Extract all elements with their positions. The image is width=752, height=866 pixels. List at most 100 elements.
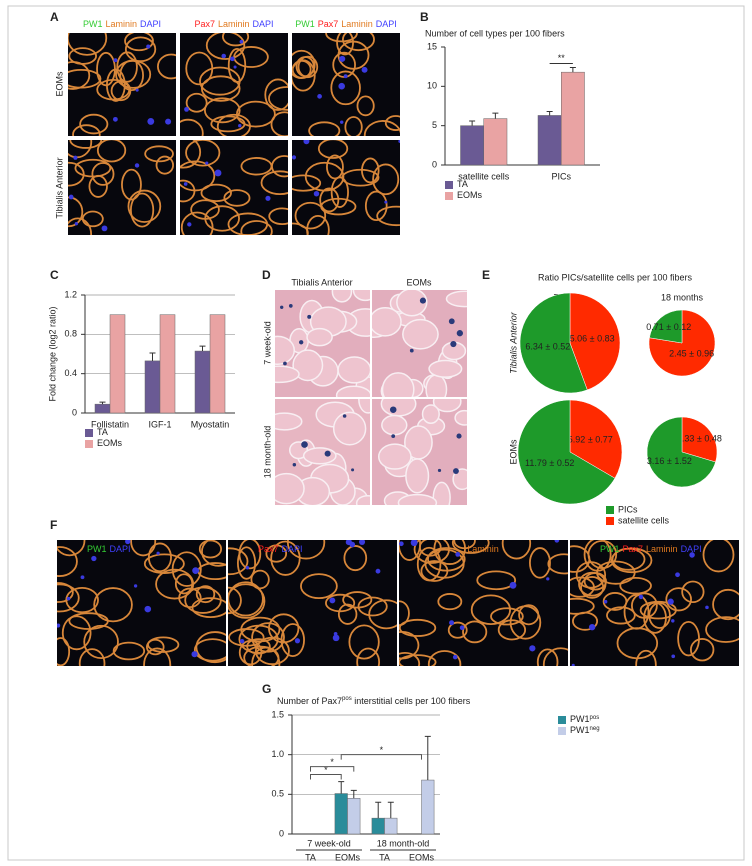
fiber-outline bbox=[205, 33, 246, 60]
significance-bracket bbox=[310, 774, 342, 780]
nucleus bbox=[301, 441, 308, 448]
fiber-outline bbox=[421, 404, 440, 424]
micrograph bbox=[275, 290, 370, 397]
nucleus bbox=[66, 596, 71, 601]
fiber-outline bbox=[203, 97, 241, 124]
fiber-outline bbox=[396, 290, 428, 317]
nucleus bbox=[450, 340, 457, 348]
fiber-outline bbox=[57, 582, 74, 603]
nucleus bbox=[205, 161, 209, 165]
legend-name: PW1 bbox=[570, 725, 590, 735]
fiber-outline bbox=[236, 546, 257, 580]
legend-label: PW1neg bbox=[570, 725, 600, 735]
bar bbox=[483, 118, 508, 166]
nucleus bbox=[437, 468, 442, 473]
fiber-outline bbox=[490, 607, 524, 626]
channel-name: Laminin bbox=[341, 19, 373, 29]
fiber-outline bbox=[437, 593, 463, 611]
pie-slice bbox=[649, 309, 683, 344]
nucleus bbox=[342, 414, 347, 418]
nucleus bbox=[187, 222, 192, 227]
pie-value-label: 6.34 ± 0.52 bbox=[525, 341, 570, 351]
y-tick-label: 0.5 bbox=[271, 789, 284, 799]
fiber-outline bbox=[228, 547, 249, 576]
fiber-outline bbox=[268, 207, 288, 226]
nucleus bbox=[230, 56, 235, 62]
fiber-outline bbox=[292, 174, 322, 192]
fiber-outline bbox=[453, 540, 476, 550]
y-tick-label: 1.2 bbox=[64, 289, 77, 299]
fiber-outline bbox=[68, 161, 85, 187]
fiber-outline bbox=[330, 70, 361, 106]
nucleus bbox=[409, 348, 414, 353]
fiber-outline bbox=[83, 624, 119, 660]
channel-name: DAPI bbox=[140, 19, 161, 29]
micrograph bbox=[570, 540, 739, 666]
nucleus bbox=[239, 639, 245, 644]
fiber-outline bbox=[405, 458, 430, 494]
channel-name: Laminin bbox=[105, 19, 137, 29]
channel-name: Pax7 bbox=[318, 19, 339, 29]
y-tick-label: 5 bbox=[432, 120, 437, 130]
channel-name: DAPI bbox=[681, 544, 702, 554]
row-label: 18 month-old bbox=[262, 426, 272, 479]
fiber-outline bbox=[69, 140, 103, 149]
fiber-outline bbox=[501, 540, 532, 560]
fiber-outline bbox=[268, 86, 288, 111]
channel-name: Pax7 bbox=[194, 19, 215, 29]
significance-label: * bbox=[330, 757, 334, 767]
bar bbox=[561, 71, 585, 166]
fiber-outline bbox=[74, 158, 112, 178]
error-bar bbox=[99, 401, 106, 405]
fiber-outline bbox=[583, 540, 612, 572]
nucleus bbox=[292, 155, 297, 160]
nucleus bbox=[399, 541, 404, 547]
figure-frame bbox=[7, 5, 745, 861]
title-sup: pos bbox=[342, 696, 352, 702]
fiber-outline bbox=[280, 623, 305, 658]
nucleus bbox=[351, 468, 355, 472]
nucleus bbox=[280, 305, 284, 309]
nucleus bbox=[292, 463, 297, 467]
fiber-outline bbox=[428, 359, 463, 378]
fiber-outline bbox=[270, 540, 301, 576]
fiber-outline bbox=[623, 593, 650, 630]
nucleus bbox=[299, 340, 304, 345]
nucleus bbox=[214, 169, 222, 177]
fiber-outline bbox=[454, 409, 467, 426]
fiber-outline bbox=[180, 140, 202, 169]
fiber-outline bbox=[57, 637, 71, 666]
nucleus bbox=[343, 74, 348, 79]
fiber-outline bbox=[348, 624, 380, 660]
channel-name: Laminin bbox=[467, 544, 499, 554]
legend-swatch bbox=[558, 727, 566, 735]
y-tick-label: 0 bbox=[432, 159, 437, 169]
channel-name: DAPI bbox=[110, 544, 131, 554]
pie-value-label: 5.06 ± 0.83 bbox=[570, 333, 615, 343]
y-tick-label: 0 bbox=[72, 407, 77, 417]
row-label: 7 week-old bbox=[262, 321, 272, 365]
channel-name: Pax7 bbox=[623, 544, 644, 554]
fiber-outline bbox=[445, 290, 467, 308]
legend-name: EOMs bbox=[97, 438, 123, 448]
pie-value-label: 0.71 ± 0.12 bbox=[646, 322, 691, 332]
nucleus bbox=[339, 55, 346, 62]
nucleus bbox=[101, 225, 108, 232]
nucleus bbox=[546, 577, 550, 581]
fiber-outline bbox=[191, 597, 226, 619]
fiber-outline bbox=[157, 53, 176, 80]
group-label: 18 month-old bbox=[377, 838, 430, 848]
fiber-outline bbox=[124, 33, 154, 52]
x-tick-label: Follistatin bbox=[91, 419, 129, 429]
fiber-outline bbox=[372, 306, 402, 337]
fiber-outline bbox=[399, 651, 421, 666]
nucleus bbox=[667, 598, 674, 605]
group-label: 7 week-old bbox=[307, 838, 351, 848]
fiber-outline bbox=[341, 168, 380, 187]
fiber-outline bbox=[228, 586, 242, 615]
fiber-outline bbox=[665, 587, 692, 612]
nucleus bbox=[68, 194, 74, 200]
fiber-outline bbox=[377, 443, 412, 470]
legend-swatch bbox=[85, 440, 93, 448]
legend-label: EOMs bbox=[457, 190, 483, 200]
